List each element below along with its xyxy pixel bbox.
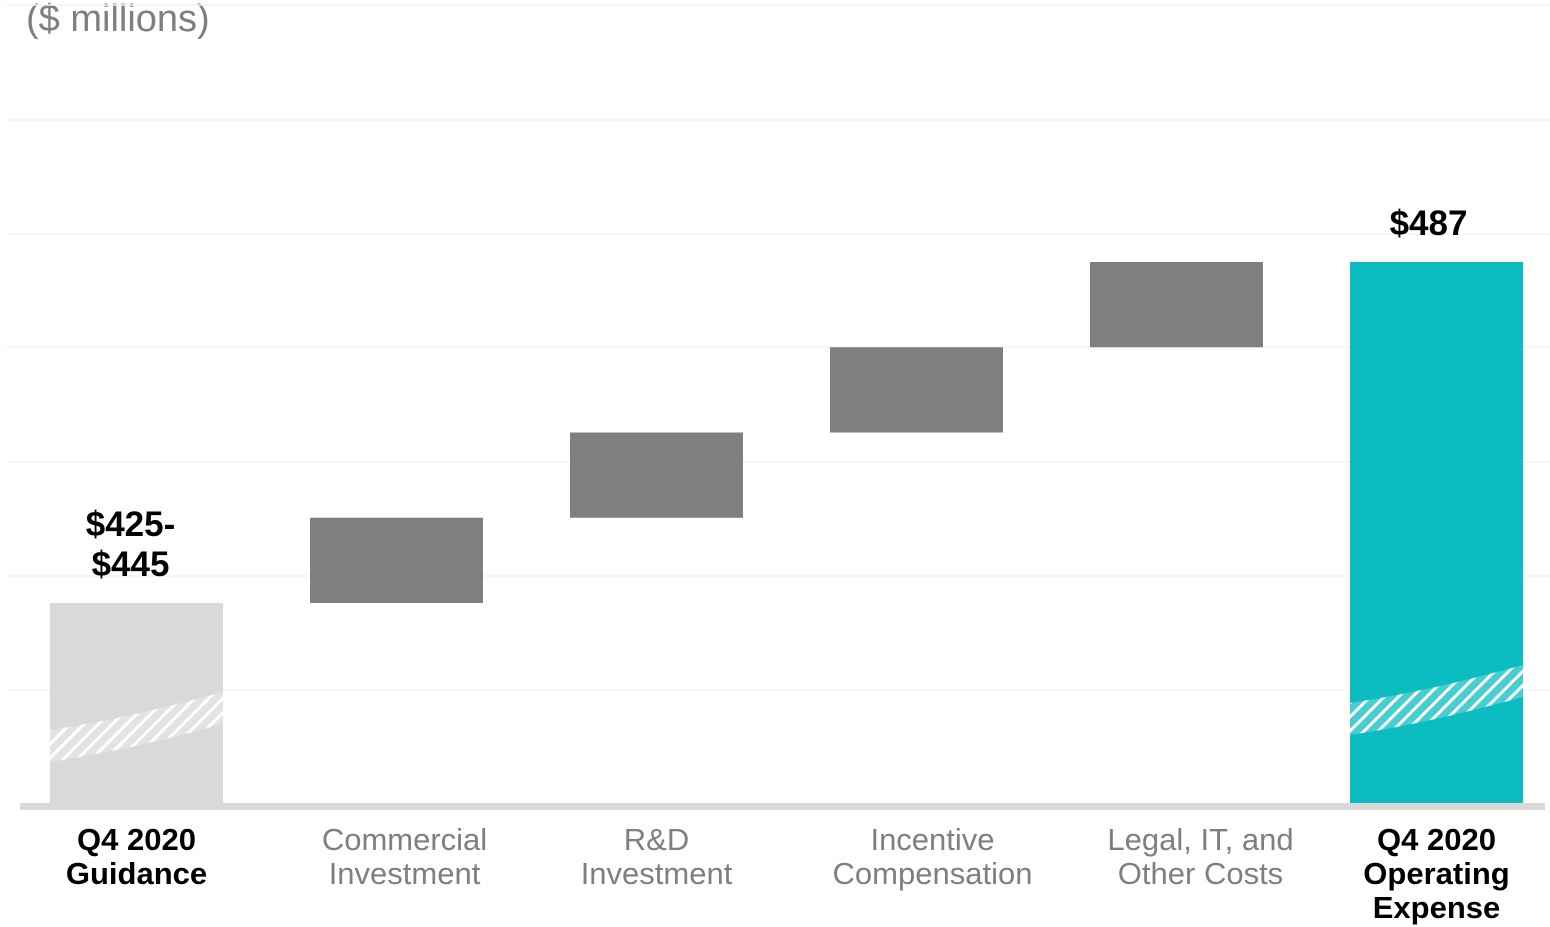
data-label-5: $487 <box>1389 204 1468 243</box>
bar-4 <box>1090 262 1263 348</box>
gridlines <box>6 4 1550 691</box>
axis-break-5 <box>1350 665 1523 735</box>
bar-2 <box>570 432 743 518</box>
category-label-2: R&D Investment <box>580 822 733 891</box>
bars <box>50 262 1523 803</box>
unit-label: ($ millions) <box>26 0 210 40</box>
bar-1 <box>310 517 483 603</box>
baseline <box>20 803 1545 810</box>
category-label-0: Q4 2020 Guidance <box>65 822 208 891</box>
category-label-1: Commercial Investment <box>321 822 488 891</box>
bar-3 <box>830 347 1003 433</box>
axis-break-0 <box>50 692 223 762</box>
category-label-4: Legal, IT, and Other Costs <box>1107 822 1294 891</box>
category-label-3: Incentive Compensation <box>832 822 1033 891</box>
data-label-0: $425- $445 <box>85 505 176 584</box>
category-label-5: Q4 2020 Operating Expense <box>1363 822 1510 925</box>
